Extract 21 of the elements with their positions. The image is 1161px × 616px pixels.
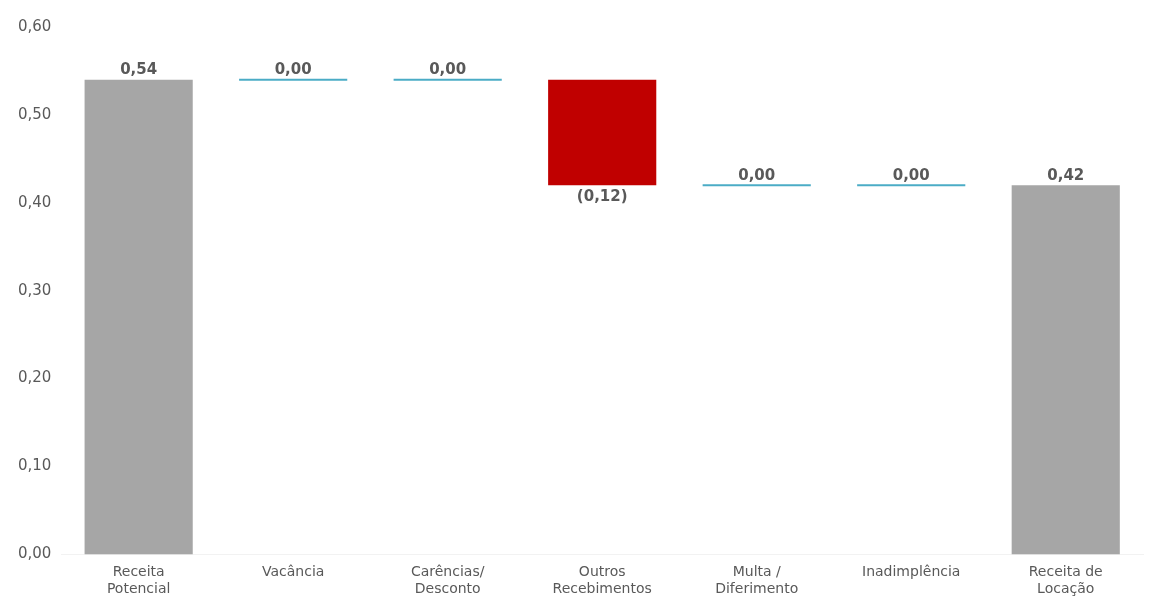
y-tick-label: 0,20 [17,368,52,387]
y-tick-label: 0,50 [17,104,52,123]
data-label: 0,00 [892,165,930,184]
y-tick-label: 0,40 [17,192,52,211]
data-label: 0,42 [1047,165,1085,184]
y-tick-label: 0,30 [17,280,52,299]
x-tick-label: Carências/ Desconto [410,563,485,597]
x-tick-label: Multa / Diferimento [715,563,799,597]
y-tick-label: 0,10 [17,456,52,475]
y-tick-label: 0,60 [17,16,52,35]
x-tick-label: Outros Recebimentos [552,563,652,597]
x-tick-label: Receita Potencial [106,563,171,597]
x-tick-label: Inadimplência [862,563,961,580]
x-tick-label: Receita de Locação [1028,563,1103,597]
data-label: (0,12) [576,186,628,205]
data-label: 0,00 [429,60,467,79]
data-label: 0,00 [274,60,312,79]
data-label: 0,54 [120,60,158,79]
data-label: 0,00 [738,165,776,184]
y-tick-label: 0,00 [17,544,52,563]
x-tick-label: Vacância [261,563,325,580]
